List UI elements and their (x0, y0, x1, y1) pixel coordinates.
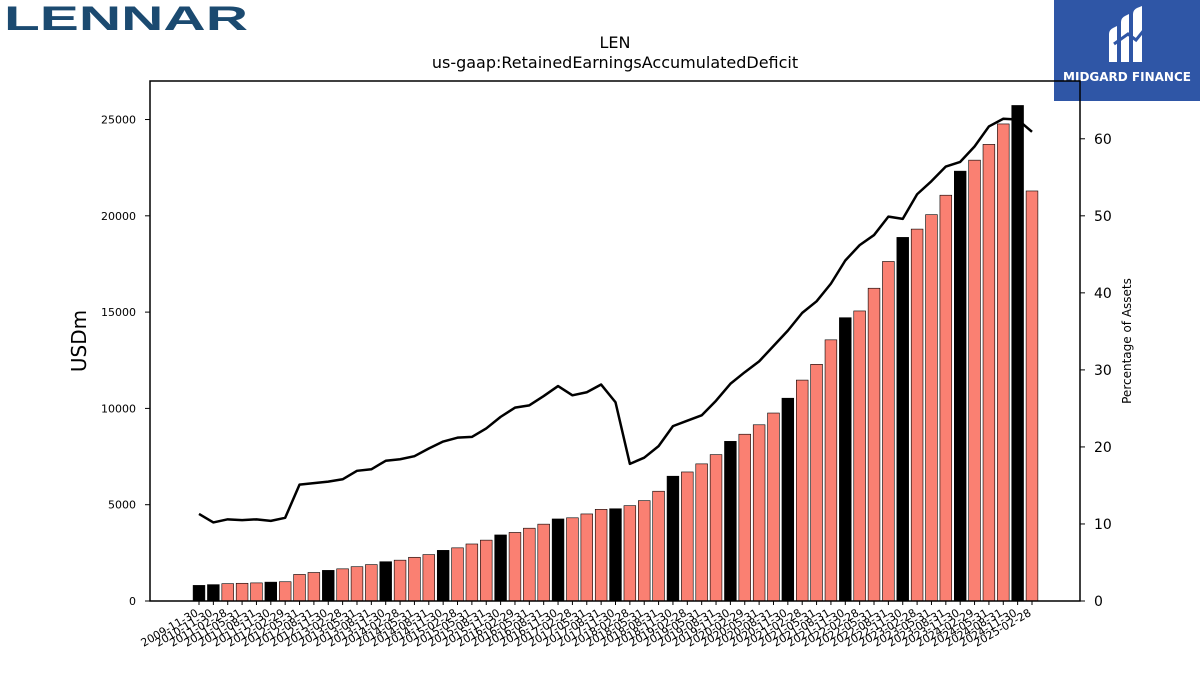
bar-2022-05-31 (867, 287, 881, 602)
bar-2018-11-30 (666, 475, 680, 602)
midgard-finance-badge: MIDGARD FINANCE (1054, 0, 1200, 101)
bar-2011-05-31 (235, 582, 249, 602)
bar-2012-02-29 (278, 581, 292, 602)
bar-2015-02-28 (451, 547, 464, 602)
bar-2013-02-28 (336, 568, 349, 602)
bar-2023-02-28 (910, 228, 924, 602)
bar-2013-05-31 (350, 566, 364, 602)
bar-2019-08-31 (709, 454, 723, 602)
y2-tick-label: 30 (1094, 363, 1112, 379)
y2-axis-label: Percentage of Assets (1120, 278, 1134, 404)
bar-2012-08-31 (307, 572, 321, 602)
bar-2014-11-30 (436, 550, 450, 602)
bar-2013-08-31 (365, 564, 378, 602)
bar-2018-02-28 (623, 505, 637, 602)
bar-2016-11-30 (551, 518, 565, 602)
bar-2024-08-31 (997, 123, 1010, 602)
midgard-logo-icon (1109, 6, 1146, 62)
bar-2023-08-31 (939, 194, 953, 602)
bar-2017-02-28 (566, 517, 579, 602)
line-series (198, 117, 1033, 524)
y-tick-label: 5000 (108, 499, 136, 512)
y2-tick-label: 40 (1094, 286, 1112, 302)
bar-2011-11-30 (264, 581, 277, 602)
bar-2023-11-30 (954, 170, 967, 602)
y2-tick-label: 50 (1094, 209, 1112, 225)
bar-2013-11-30 (379, 561, 392, 602)
bar-2019-11-30 (724, 441, 737, 602)
bar-2019-05-31 (695, 463, 708, 602)
y2-tick-label: 60 (1094, 132, 1112, 148)
bar-2014-08-31 (422, 554, 435, 602)
bar-2012-11-30 (322, 570, 335, 602)
bar-2015-11-30 (494, 534, 507, 602)
bar-2022-11-30 (896, 237, 909, 602)
bar-2010-11-30 (207, 584, 220, 602)
percent-of-assets-line (198, 117, 1033, 524)
x-axis: 2009-11-302010-11-302011-02-282011-05-31… (139, 601, 1034, 650)
bar-2021-05-31 (810, 364, 823, 602)
y2-tick-label: 20 (1094, 440, 1112, 456)
bar-2011-08-31 (250, 582, 263, 602)
y-tick-label: 15000 (101, 306, 136, 319)
bar-2024-02-29 (968, 159, 981, 602)
y2-tick-label: 0 (1094, 594, 1103, 610)
lennar-logo: LENNAR (4, 2, 248, 36)
bar-2017-08-31 (594, 509, 608, 602)
chart-title: LEN (600, 33, 631, 52)
badge-label: MIDGARD FINANCE (1063, 70, 1191, 84)
y-tick-label: 0 (129, 595, 136, 608)
bar-2014-05-31 (408, 556, 421, 602)
bar-2022-02-28 (853, 310, 866, 602)
bar-2023-05-31 (925, 214, 938, 602)
bar-2020-02-29 (738, 433, 751, 602)
bar-2016-02-29 (508, 532, 522, 602)
bar-2020-11-30 (781, 397, 795, 602)
y-axis-label: USDm (67, 310, 91, 372)
bar-2017-11-30 (609, 508, 622, 602)
bar-2015-05-31 (465, 543, 479, 602)
right-y-axis: 0 10 20 30 40 50 60 (1080, 132, 1112, 610)
bar-2018-08-31 (652, 490, 665, 602)
y2-tick-label: 10 (1094, 517, 1112, 533)
bar-2014-02-28 (393, 559, 407, 602)
bar-2024-11-30 (1011, 105, 1024, 602)
bar-2017-05-31 (580, 513, 593, 602)
lennar-logo-text: LENNAR (4, 2, 248, 36)
bar-2018-05-31 (638, 500, 651, 602)
bar-2019-02-28 (681, 471, 694, 602)
bar-2020-05-31 (752, 424, 766, 602)
bar-2021-11-30 (839, 317, 852, 602)
chart-subtitle: us-gaap:RetainedEarningsAccumulatedDefic… (432, 53, 798, 72)
bar-2011-02-28 (221, 583, 234, 602)
bar-2020-08-31 (767, 412, 780, 602)
y-tick-label: 10000 (101, 402, 136, 415)
bar-2021-02-28 (796, 379, 809, 602)
left-y-axis: 0 5000 10000 15000 20000 25000 (101, 114, 150, 608)
bar-2016-08-31 (537, 523, 550, 602)
bar-2016-05-31 (523, 527, 536, 602)
bar-2021-08-31 (824, 339, 838, 602)
bar-2009-11-30 (192, 585, 206, 602)
bar-2015-08-31 (480, 539, 493, 602)
bar-2024-05-31 (982, 144, 996, 602)
y-tick-label: 25000 (101, 114, 136, 127)
bar-2012-05-31 (293, 574, 306, 602)
bar-2025-02-28 (1025, 190, 1039, 602)
bar-series (192, 105, 1039, 602)
y-tick-label: 20000 (101, 210, 136, 223)
bar-2022-08-31 (882, 261, 895, 602)
